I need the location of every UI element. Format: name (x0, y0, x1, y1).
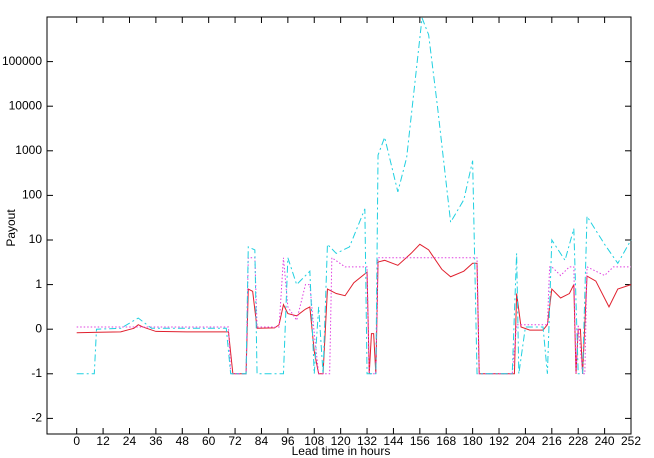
y-tick-label: 100 (22, 188, 42, 202)
x-tick-label: 168 (436, 434, 456, 448)
series-line (76, 256, 631, 375)
x-tick-label: 132 (357, 434, 377, 448)
x-tick-label: 24 (123, 434, 137, 448)
x-tick-label: 108 (304, 434, 324, 448)
x-tick-label: 72 (228, 434, 242, 448)
x-tick-label: 144 (383, 434, 403, 448)
y-tick-label: 100000 (2, 54, 42, 68)
x-tick-label: 228 (568, 434, 588, 448)
series-line (76, 17, 632, 375)
plot-frame (46, 16, 632, 435)
y-tick-label: 10 (29, 232, 43, 246)
x-tick-label: 156 (410, 434, 430, 448)
x-tick-label: 12 (96, 434, 110, 448)
x-tick-label: 60 (202, 434, 216, 448)
x-tick-label: 180 (463, 434, 483, 448)
y-axis-label: Payout (4, 209, 18, 247)
y-tick-label: 1000 (15, 143, 42, 157)
y-tick-label: 10000 (9, 98, 43, 112)
y-tick-label: 1 (35, 277, 42, 291)
x-axis-label: Lead time in hours (292, 444, 391, 458)
x-tick-label: 84 (255, 434, 269, 448)
x-tick-label: 204 (515, 434, 535, 448)
x-tick-label: 216 (542, 434, 562, 448)
x-tick-label: 252 (621, 434, 641, 448)
y-tick-label: -2 (31, 411, 42, 425)
x-tick-label: 120 (331, 434, 351, 448)
x-tick-label: 48 (176, 434, 190, 448)
y-tick-label: -1 (31, 366, 42, 380)
x-tick-label: 96 (281, 434, 295, 448)
x-tick-label: 192 (489, 434, 509, 448)
x-tick-label: 0 (73, 434, 80, 448)
y-tick-label: 0 (35, 321, 42, 335)
x-tick-label: 240 (595, 434, 615, 448)
x-tick-label: 36 (149, 434, 163, 448)
